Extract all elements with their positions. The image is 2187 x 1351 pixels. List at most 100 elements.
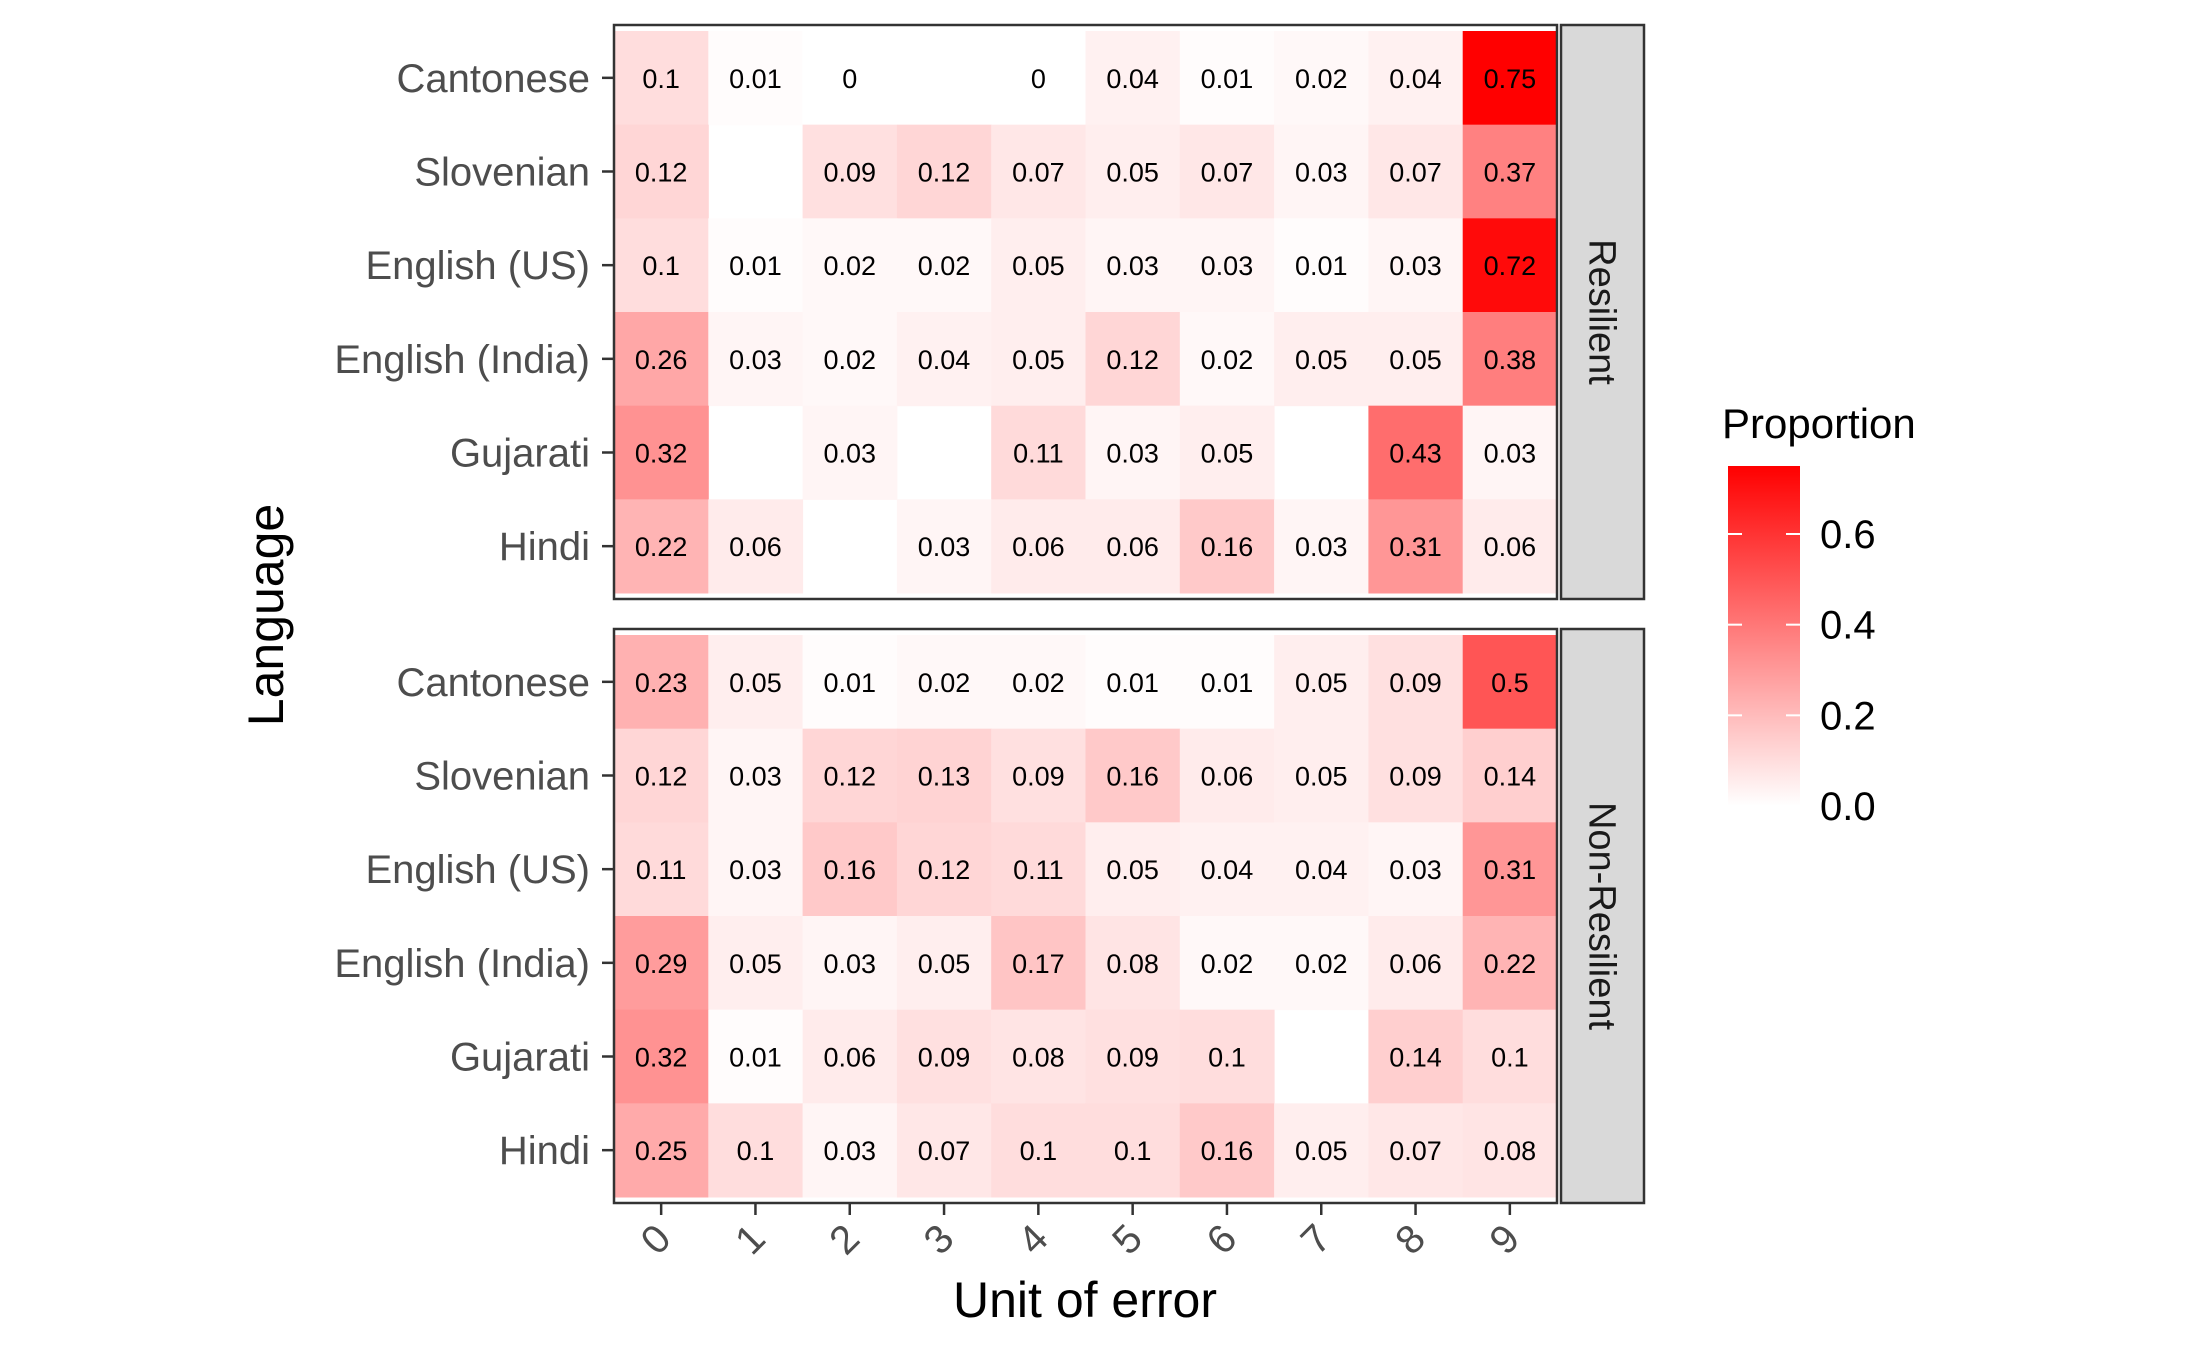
panel-border (612, 23, 1559, 601)
cell-value-label: 0.1 (642, 64, 680, 94)
cell-value-label: 0.03 (1295, 532, 1348, 562)
cell-value-label: 0.05 (1012, 345, 1065, 375)
cell-value-label: 0.1 (1208, 1043, 1246, 1073)
cell-value-label: 0.03 (729, 345, 782, 375)
heatmap-cell (1274, 218, 1369, 313)
legend-title: Proportion (1722, 400, 1916, 447)
cell-value-label: 0.06 (1201, 762, 1254, 792)
cell-value-label: 0.03 (1201, 251, 1254, 281)
cell-value-label: 0.16 (1201, 1136, 1254, 1166)
cell-value-label: 0.09 (1012, 762, 1065, 792)
facet-strip-label: Non-Resilient (1581, 802, 1623, 1031)
heatmap-cell (1462, 124, 1558, 219)
heatmap-cell (1085, 1103, 1181, 1198)
y-tick-label: English (US) (365, 848, 590, 892)
cell-value-label: 0.13 (918, 762, 971, 792)
legend-tick-label: 0.6 (1820, 513, 1876, 557)
cell-value-label: 0.1 (737, 1136, 775, 1166)
cell-value-label: 0.03 (1484, 439, 1537, 469)
cell-value-label: 0.03 (823, 949, 876, 979)
heatmap-cell (1368, 218, 1464, 313)
cell-value-label: 0.29 (635, 949, 688, 979)
heatmap-cell (991, 1009, 1086, 1104)
cell-value-label: 0.05 (1295, 668, 1348, 698)
heatmap-cell (896, 635, 992, 730)
cell-value-label: 0.01 (729, 64, 782, 94)
heatmap-cell (614, 916, 709, 1011)
heatmap-cell (1085, 312, 1181, 407)
cell-value-label: 0.08 (1106, 949, 1159, 979)
cell-value-label: 0.08 (1484, 1136, 1537, 1166)
cell-value-label: 0.05 (1389, 345, 1442, 375)
cell-value-label: 0 (842, 64, 857, 94)
heatmap-cell (708, 31, 804, 126)
heatmap-cell (1274, 499, 1369, 594)
cell-value-label: 0.32 (635, 1043, 688, 1073)
heatmap-cell (1274, 916, 1369, 1011)
heatmap-cell (614, 1103, 709, 1198)
x-tick-label: 8 (1387, 1216, 1434, 1263)
panel-border (612, 627, 1559, 1205)
cell-value-label: 0.05 (1295, 345, 1348, 375)
heatmap-cell (991, 499, 1086, 594)
heatmap-cell (991, 1103, 1086, 1198)
cell-value-label: 0.11 (1013, 855, 1064, 885)
cell-value-label: 0.06 (1484, 532, 1537, 562)
heatmap-cell (708, 635, 804, 730)
heatmap-cell (1085, 635, 1181, 730)
heatmap-cell (1274, 312, 1369, 407)
cell-value-label: 0.05 (1201, 439, 1254, 469)
cell-value-label: 0.43 (1389, 439, 1442, 469)
x-tick-label: 0 (633, 1216, 680, 1263)
heatmap-cell (802, 635, 898, 730)
heatmap-cell (614, 1009, 709, 1104)
cell-value-label: 0.1 (642, 251, 680, 281)
heatmap-cell (1085, 822, 1181, 917)
cell-value-label: 0.02 (1295, 949, 1348, 979)
heatmap-cell (991, 916, 1086, 1011)
cell-value-label: 0.01 (823, 668, 876, 698)
heatmap-cell (1368, 822, 1464, 917)
heatmap-cell (991, 405, 1086, 500)
cell-value-label: 0.02 (1201, 345, 1254, 375)
cell-value-label: 0.72 (1484, 251, 1537, 281)
facet-strip-label: Resilient (1581, 239, 1623, 385)
x-tick-label: 5 (1104, 1216, 1151, 1263)
heatmap-cell (1179, 218, 1275, 313)
cell-value-label: 0.11 (1013, 439, 1064, 469)
legend-tick-label: 0.4 (1820, 604, 1876, 648)
cell-value-label: 0.06 (1012, 532, 1065, 562)
y-tick-label: Slovenian (414, 151, 590, 195)
heatmap-cell (1085, 1009, 1181, 1104)
cell-value-label: 0.02 (823, 345, 876, 375)
cell-value-label: 0.03 (729, 762, 782, 792)
cell-value-label: 0.04 (1106, 64, 1159, 94)
cell-value-label: 0.22 (635, 532, 688, 562)
legend-colorbar (1728, 466, 1800, 806)
heatmap-cell (802, 1009, 898, 1104)
heatmap-cell (1085, 31, 1181, 126)
heatmap-cell (1179, 124, 1275, 219)
cell-value-label: 0.16 (823, 855, 876, 885)
x-axis-title: Unit of error (953, 1272, 1217, 1328)
heatmap-cell (1368, 1009, 1464, 1104)
heatmap-cell (896, 218, 992, 313)
cell-value-label: 0.06 (823, 1043, 876, 1073)
cell-value-label: 0.07 (1389, 1136, 1442, 1166)
heatmap-cell (991, 822, 1086, 917)
cell-value-label: 0.02 (823, 251, 876, 281)
cell-value-label: 0.12 (1106, 345, 1159, 375)
cell-value-label: 0.01 (729, 251, 782, 281)
heatmap-cell (1274, 728, 1369, 823)
heatmap-cell (1368, 124, 1464, 219)
facet-panel-2: 0.23 0.05 0.01 0.02 0.02 0.01 0.01 0.05 0.09 0.5 0… (334, 627, 1646, 1205)
y-tick-label: Cantonese (397, 57, 590, 101)
cell-value-label: 0.03 (918, 532, 971, 562)
heatmap-cell (614, 124, 709, 219)
heatmap-cell (1179, 1009, 1275, 1104)
cell-value-label: 0.25 (635, 1136, 688, 1166)
cell-value-label: 0.03 (1106, 251, 1159, 281)
heatmap-cell (991, 218, 1086, 313)
cell-value-label: 0.06 (1389, 949, 1442, 979)
y-tick-label: Cantonese (397, 661, 590, 705)
